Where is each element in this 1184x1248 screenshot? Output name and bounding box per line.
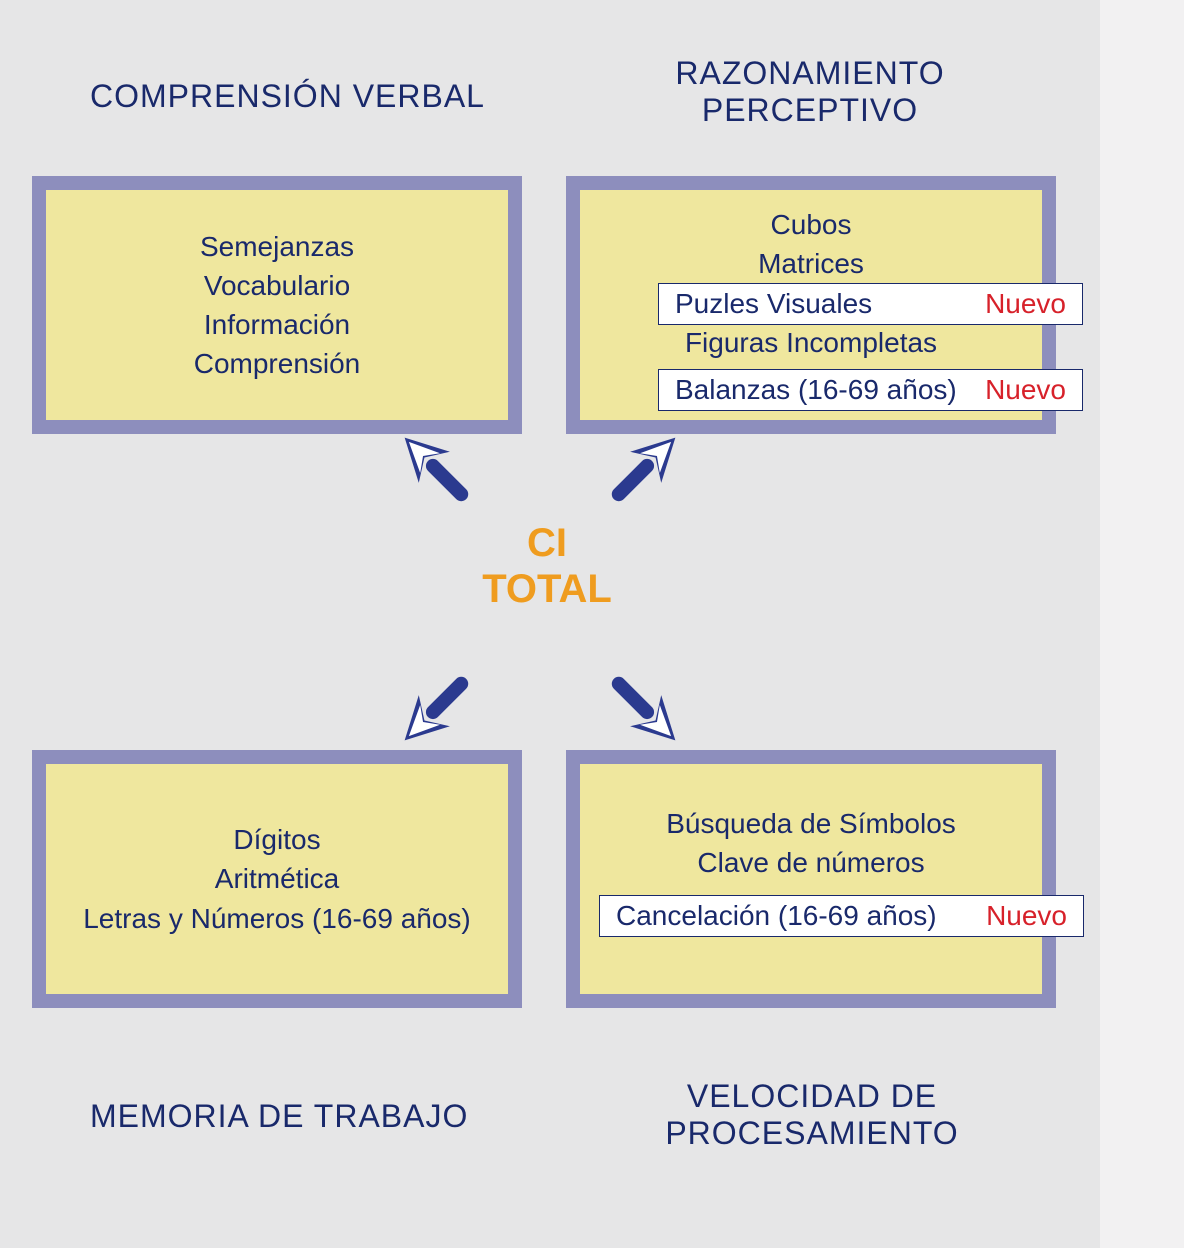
new-item-puzles-visuales: Puzles Visuales Nuevo [658,283,1083,325]
box-bl-content: Dígitos Aritmética Letras y Números (16-… [46,764,508,994]
item-cubos: Cubos [771,205,852,244]
item-matrices: Matrices [758,244,864,283]
item-clave-numeros: Clave de números [697,843,924,882]
heading-comprension-verbal: COMPRENSIÓN VERBAL [90,78,485,115]
heading-br-line2: PROCESAMIENTO [665,1115,958,1151]
center-line2: TOTAL [482,567,612,611]
box-tl-content: Semejanzas Vocabulario Información Compr… [46,190,508,420]
item-letras-numeros: Letras y Números (16-69 años) [83,899,471,938]
item-figuras-incompletas: Figuras Incompletas [685,323,937,362]
background-side [1100,0,1184,1248]
new-label-cancelacion: Nuevo [966,900,1067,932]
heading-br-line1: VELOCIDAD DE [687,1078,937,1114]
item-digitos: Dígitos [233,820,320,859]
item-comprension: Comprensión [194,344,361,383]
item-informacion: Información [204,305,350,344]
box-memoria-trabajo: Dígitos Aritmética Letras y Números (16-… [32,750,522,1008]
heading-tr-line1: RAZONAMIENTO [675,55,944,91]
new-label-balanzas: Nuevo [965,374,1066,406]
heading-tr-line2: PERCEPTIVO [702,92,918,128]
new-label-puzles: Nuevo [965,288,1066,320]
arrow-top-right-icon [580,418,700,528]
arrow-bottom-right-icon [580,650,700,760]
arrow-bottom-left-icon [380,650,500,760]
heading-razonamiento-perceptivo: RAZONAMIENTO PERCEPTIVO [600,55,1020,129]
heading-memoria-trabajo: MEMORIA DE TRABAJO [90,1098,468,1135]
new-item-cancelacion: Cancelación (16-69 años) Nuevo [599,895,1084,937]
item-vocabulario: Vocabulario [204,266,350,305]
new-item-text-puzles: Puzles Visuales [675,288,872,320]
heading-velocidad-procesamiento: VELOCIDAD DE PROCESAMIENTO [622,1078,1002,1152]
box-velocidad-procesamiento: Búsqueda de Símbolos Clave de números x [566,750,1056,1008]
item-semejanzas: Semejanzas [200,227,354,266]
new-item-text-cancelacion: Cancelación (16-69 años) [616,900,937,932]
arrow-top-left-icon [380,418,500,528]
new-item-text-balanzas: Balanzas (16-69 años) [675,374,957,406]
center-label: CI TOTAL [462,520,632,612]
center-line1: CI [527,521,567,565]
item-busqueda-simbolos: Búsqueda de Símbolos [666,804,956,843]
box-br-content: Búsqueda de Símbolos Clave de números x [580,764,1042,994]
new-item-balanzas: Balanzas (16-69 años) Nuevo [658,369,1083,411]
item-aritmetica: Aritmética [215,859,339,898]
box-comprension-verbal: Semejanzas Vocabulario Información Compr… [32,176,522,434]
